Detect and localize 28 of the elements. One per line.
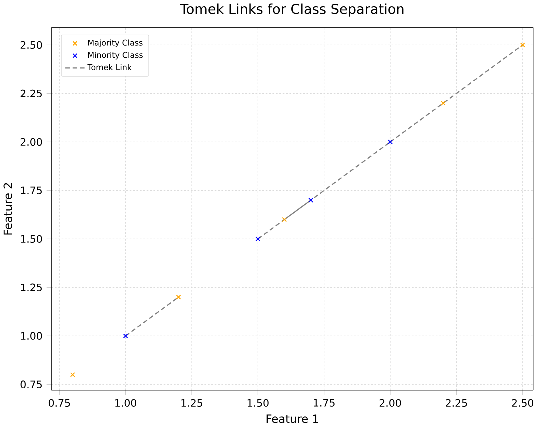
point	[282, 217, 288, 222]
y-tick-label: 1.00	[21, 332, 42, 340]
point	[256, 236, 261, 242]
point	[70, 372, 76, 378]
y-tick-label: 2.50	[20, 41, 42, 50]
y-tick-label: 1.75	[21, 186, 42, 194]
x-tick-label: 1.25	[182, 399, 202, 408]
y-tick-label: 1.50	[21, 235, 42, 244]
point	[308, 198, 314, 203]
x-tick-label: 2.50	[512, 399, 534, 408]
point	[388, 140, 393, 145]
y-axis-title: Feature 2	[4, 183, 12, 235]
point	[520, 42, 526, 48]
point	[440, 100, 446, 106]
x-tick-label: 1.00	[116, 399, 136, 408]
point	[176, 294, 182, 300]
x-tick-label: 1.50	[248, 399, 269, 408]
x-tick-label: 2.25	[446, 399, 468, 408]
y-tick-label: 1.25	[21, 284, 42, 292]
y-tick-label: 0.75	[20, 380, 42, 389]
y-tick-label: 2.00	[20, 138, 42, 146]
chart-title: Tomek Links for Class Separation	[180, 4, 404, 17]
point	[123, 334, 128, 339]
x-tick-label: 0.75	[48, 399, 70, 408]
x-tick-label: 2.00	[380, 399, 402, 408]
y-tick-label: 2.25	[20, 90, 42, 98]
x-axis-title: Feature 1	[266, 414, 318, 424]
x-tick-label: 1.75	[314, 399, 335, 407]
